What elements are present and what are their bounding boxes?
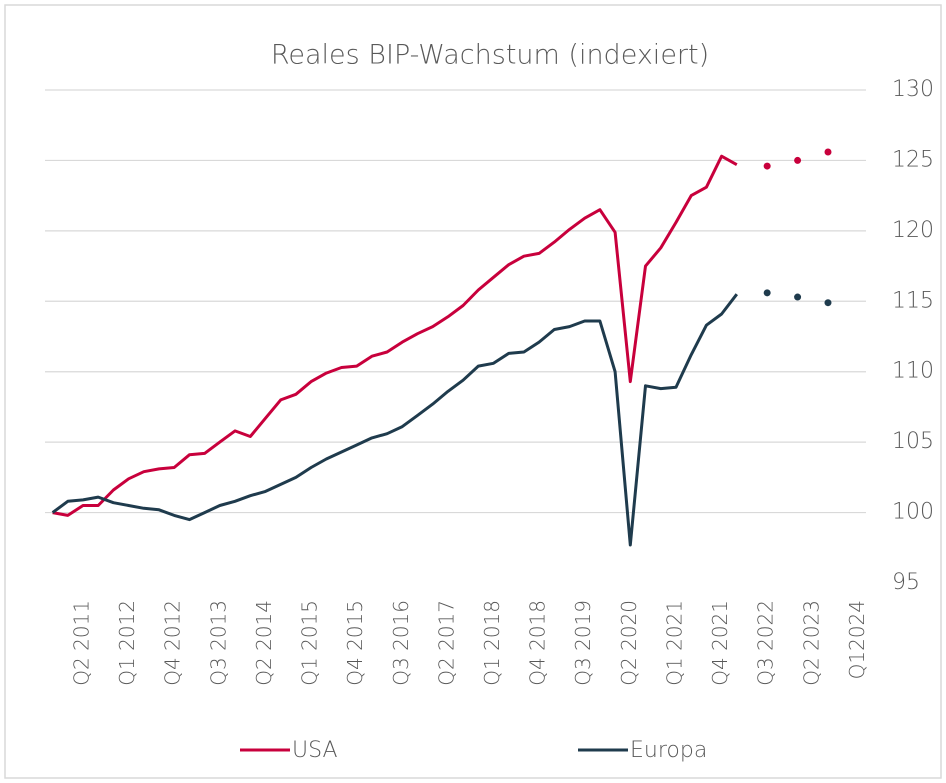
y-tick-label: 110 bbox=[892, 359, 934, 384]
x-tick-label: Q2 2017 bbox=[434, 600, 458, 686]
legend-label: USA bbox=[292, 738, 338, 763]
x-tick-label: Q4 2018 bbox=[526, 600, 550, 686]
x-tick-label: Q1 2018 bbox=[480, 600, 504, 686]
x-tick-label: Q1 2012 bbox=[115, 600, 139, 686]
x-tick-label: Q3 2013 bbox=[206, 600, 230, 686]
x-tick-label: Q12024 bbox=[845, 600, 869, 679]
x-tick-label: Q1 2015 bbox=[298, 600, 322, 686]
x-tick-label: Q2 2011 bbox=[70, 600, 94, 686]
y-tick-label: 130 bbox=[892, 77, 934, 102]
x-tick-label: Q2 2020 bbox=[617, 600, 641, 686]
y-tick-label: 105 bbox=[892, 429, 934, 454]
data-point bbox=[824, 148, 832, 156]
data-point bbox=[794, 293, 802, 301]
x-tick-label: Q4 2015 bbox=[343, 600, 367, 686]
x-tick-label: Q4 2012 bbox=[161, 600, 185, 686]
legend-label: Europa bbox=[630, 738, 707, 763]
y-tick-label: 115 bbox=[892, 288, 934, 313]
data-point bbox=[763, 162, 771, 170]
y-tick-label: 100 bbox=[892, 500, 934, 525]
y-tick-label: 125 bbox=[892, 147, 934, 172]
x-tick-label: Q2 2023 bbox=[799, 600, 823, 686]
data-line bbox=[51, 293, 738, 547]
y-tick-label: 120 bbox=[892, 218, 934, 243]
y-tick-label: 95 bbox=[892, 570, 920, 595]
x-tick-label: Q3 2022 bbox=[754, 600, 778, 686]
chart-frame bbox=[4, 4, 942, 779]
data-point bbox=[763, 289, 771, 297]
x-tick-label: Q3 2019 bbox=[571, 600, 595, 686]
x-tick-label: Q1 2021 bbox=[662, 600, 686, 686]
data-point bbox=[824, 299, 832, 307]
data-point bbox=[794, 156, 802, 164]
x-tick-label: Q3 2016 bbox=[389, 600, 413, 686]
chart-title: Reales BIP-Wachstum (indexiert) bbox=[271, 40, 709, 71]
data-line bbox=[52, 154, 738, 517]
x-tick-label: Q2 2014 bbox=[252, 600, 276, 686]
x-tick-label: Q4 2021 bbox=[708, 600, 732, 686]
